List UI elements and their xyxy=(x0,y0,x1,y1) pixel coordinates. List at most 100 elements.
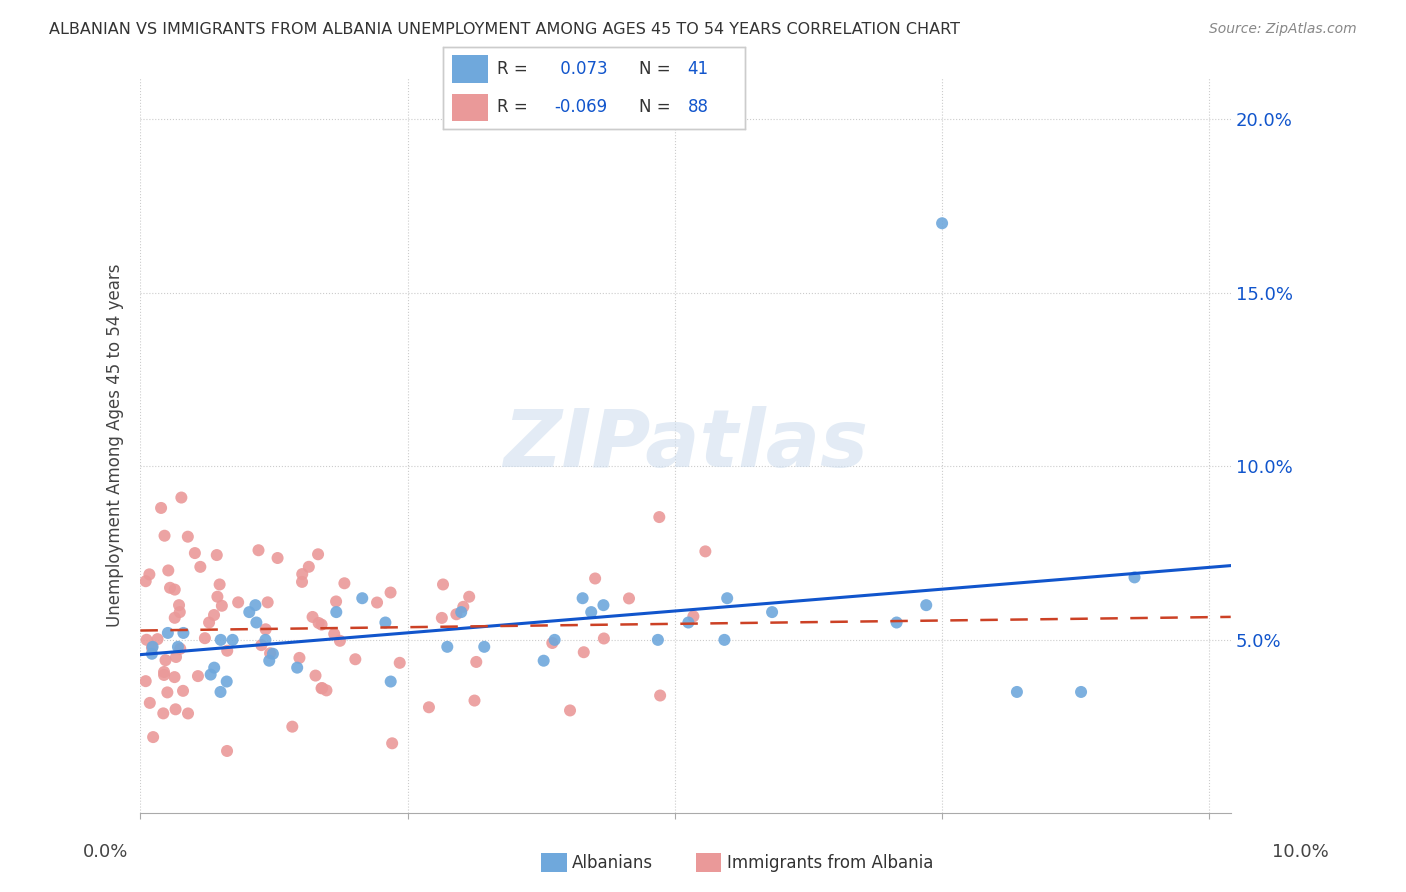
Point xyxy=(156,685,179,699)
Text: Source: ZipAtlas.com: Source: ZipAtlas.com xyxy=(1209,22,1357,37)
Point xyxy=(308,615,330,630)
Point xyxy=(647,632,669,647)
Point xyxy=(311,681,333,695)
Bar xyxy=(451,55,488,83)
Point xyxy=(352,591,374,606)
Point xyxy=(458,590,481,604)
Point xyxy=(184,546,207,560)
Point xyxy=(472,640,495,654)
Point xyxy=(298,559,321,574)
Point xyxy=(207,590,229,604)
Point xyxy=(172,626,194,640)
Point xyxy=(211,599,233,613)
Point xyxy=(152,706,174,721)
Point xyxy=(163,611,186,625)
Point xyxy=(463,693,485,707)
Point xyxy=(165,650,187,665)
Point xyxy=(682,609,704,624)
Point xyxy=(217,644,239,658)
Point xyxy=(135,632,157,647)
Point xyxy=(311,617,333,632)
Point xyxy=(165,702,187,716)
Point xyxy=(380,585,402,599)
Point xyxy=(374,615,396,630)
Point xyxy=(250,638,273,652)
Point xyxy=(366,595,388,609)
Point xyxy=(245,598,267,612)
Point xyxy=(153,668,176,682)
Point xyxy=(141,640,163,655)
Point xyxy=(931,216,953,230)
Point xyxy=(291,574,314,589)
Point xyxy=(288,651,311,665)
Point xyxy=(257,654,280,668)
Point xyxy=(188,559,211,574)
Point xyxy=(208,577,231,591)
Point xyxy=(167,598,190,612)
Text: 0.073: 0.073 xyxy=(555,61,607,78)
Point xyxy=(593,632,616,646)
Point xyxy=(453,599,475,614)
Point xyxy=(157,564,180,578)
Point xyxy=(1123,570,1146,584)
Point xyxy=(325,605,347,619)
Text: Albanians: Albanians xyxy=(572,854,654,871)
Point xyxy=(245,615,267,630)
Point xyxy=(202,660,225,674)
Point xyxy=(215,744,238,758)
Point xyxy=(304,668,326,682)
Point xyxy=(648,510,671,524)
Point xyxy=(169,641,191,656)
Point xyxy=(541,636,564,650)
Point xyxy=(170,491,193,505)
Point xyxy=(215,674,238,689)
Point xyxy=(418,700,440,714)
Point xyxy=(163,582,186,597)
Point xyxy=(177,706,200,721)
Text: -0.069: -0.069 xyxy=(555,98,607,116)
Point xyxy=(571,591,593,606)
Point xyxy=(155,653,177,667)
Point xyxy=(695,544,717,558)
Point xyxy=(209,685,232,699)
Point xyxy=(333,576,356,591)
Point xyxy=(202,607,225,622)
Point xyxy=(915,598,938,612)
Point xyxy=(446,607,468,622)
Text: 10.0%: 10.0% xyxy=(1272,843,1329,861)
Point xyxy=(436,640,458,654)
Point xyxy=(592,598,614,612)
Text: 88: 88 xyxy=(688,98,709,116)
Point xyxy=(156,626,179,640)
Point xyxy=(254,622,277,636)
Point xyxy=(281,720,304,734)
Point xyxy=(142,640,165,654)
Point xyxy=(579,605,602,619)
Point xyxy=(200,667,222,681)
Point xyxy=(315,683,337,698)
Point xyxy=(150,500,173,515)
Point xyxy=(177,530,200,544)
Point xyxy=(194,631,217,645)
Point xyxy=(450,605,472,619)
Text: ALBANIAN VS IMMIGRANTS FROM ALBANIA UNEMPLOYMENT AMONG AGES 45 TO 54 YEARS CORRE: ALBANIAN VS IMMIGRANTS FROM ALBANIA UNEM… xyxy=(49,22,960,37)
Point xyxy=(209,632,232,647)
Point xyxy=(301,610,323,624)
Point xyxy=(221,632,243,647)
Point xyxy=(205,548,228,562)
Point xyxy=(238,605,260,619)
Text: 0.0%: 0.0% xyxy=(83,843,128,861)
Point xyxy=(678,615,700,630)
Point xyxy=(163,670,186,684)
Point xyxy=(325,594,347,608)
Point xyxy=(380,674,402,689)
Point xyxy=(159,581,181,595)
Point xyxy=(1005,685,1028,699)
Point xyxy=(153,665,176,679)
Point xyxy=(135,574,157,589)
Text: N =: N = xyxy=(640,98,676,116)
Text: R =: R = xyxy=(498,61,533,78)
Point xyxy=(329,633,352,648)
Point xyxy=(169,605,191,619)
Point xyxy=(388,656,411,670)
